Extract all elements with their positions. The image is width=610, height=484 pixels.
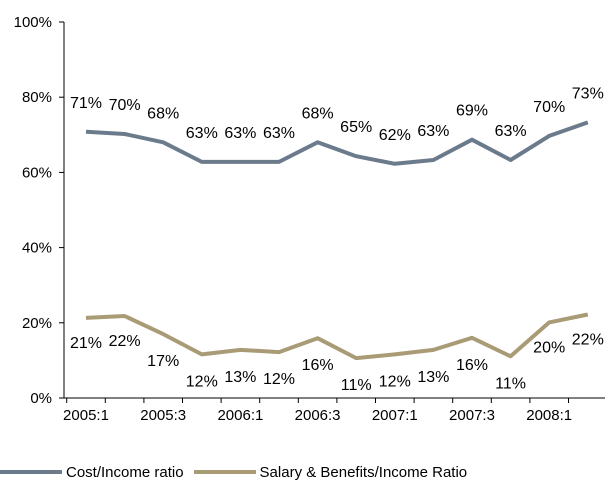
x-tick-label: 2006:1 bbox=[217, 407, 263, 424]
data-label: 68% bbox=[147, 105, 179, 122]
series-line-salary-benefits bbox=[85, 312, 589, 361]
data-label: 12% bbox=[379, 373, 411, 390]
legend-swatch-salary-benefits bbox=[193, 470, 256, 474]
y-tick-label: 40% bbox=[22, 240, 52, 257]
data-label: 63% bbox=[186, 125, 218, 142]
data-label: 20% bbox=[533, 339, 565, 356]
data-label: 63% bbox=[224, 125, 256, 142]
legend: Cost/Income ratio Salary & Benefits/Inco… bbox=[0, 460, 477, 484]
data-label: 13% bbox=[417, 369, 449, 386]
data-label: 70% bbox=[109, 97, 141, 114]
legend-label-cost-income: Cost/Income ratio bbox=[66, 463, 184, 481]
data-label: 63% bbox=[495, 123, 527, 140]
y-tick-label: 20% bbox=[22, 315, 52, 332]
data-label: 69% bbox=[456, 103, 488, 120]
data-label: 13% bbox=[224, 369, 256, 386]
data-label: 65% bbox=[340, 119, 372, 136]
y-tick-label: 60% bbox=[22, 164, 52, 181]
data-label: 62% bbox=[379, 127, 411, 144]
data-label: 16% bbox=[456, 357, 488, 374]
legend-item-cost-income: Cost/Income ratio bbox=[0, 464, 184, 481]
data-label: 21% bbox=[70, 335, 102, 352]
series-lines bbox=[85, 120, 589, 361]
data-label: 11% bbox=[495, 375, 526, 392]
axes: 0% 20% 40% 60% 80% 100% 2005:1 2005:3 2006:1 2006… bbox=[14, 14, 605, 424]
x-tick-label: 2006:3 bbox=[295, 407, 341, 424]
data-label: 12% bbox=[263, 371, 295, 388]
legend-label-salary-benefits: Salary & Benefits/Income Ratio bbox=[259, 463, 468, 481]
x-tick-label: 2008:1 bbox=[526, 407, 572, 424]
series-line-cost-income bbox=[85, 120, 589, 166]
chart-svg: 0% 20% 40% 60% 80% 100% 2005:1 2005:3 2006:1 2006… bbox=[14, 14, 605, 424]
y-tick-label: 100% bbox=[14, 14, 52, 31]
y-tick-label: 80% bbox=[22, 89, 52, 106]
x-tick-label: 2005:3 bbox=[140, 407, 186, 424]
data-label: 63% bbox=[417, 123, 449, 140]
data-label: 63% bbox=[263, 125, 295, 142]
data-label: 12% bbox=[186, 373, 218, 390]
x-tick-label: 2005:1 bbox=[63, 407, 109, 424]
data-label: 68% bbox=[302, 105, 334, 122]
legend-item-salary-benefits: Salary & Benefits/Income Ratio bbox=[193, 463, 468, 481]
data-label: 11% bbox=[341, 377, 372, 394]
data-label: 22% bbox=[109, 333, 141, 350]
y-tick-label: 0% bbox=[30, 390, 52, 407]
data-label: 70% bbox=[533, 99, 565, 116]
data-label: 71% bbox=[70, 95, 102, 112]
data-labels: 71% 70% 68% 63% 63% 63% 68% 65% 62% 63% 69% 63% 70% 7… bbox=[70, 85, 604, 394]
data-label: 73% bbox=[572, 85, 604, 102]
data-label: 22% bbox=[572, 332, 604, 349]
legend-swatch-cost-income bbox=[0, 470, 62, 474]
x-tick-label: 2007:1 bbox=[372, 407, 418, 424]
data-label: 16% bbox=[302, 357, 334, 374]
data-label: 17% bbox=[147, 353, 179, 370]
x-tick-label: 2007:3 bbox=[449, 407, 495, 424]
